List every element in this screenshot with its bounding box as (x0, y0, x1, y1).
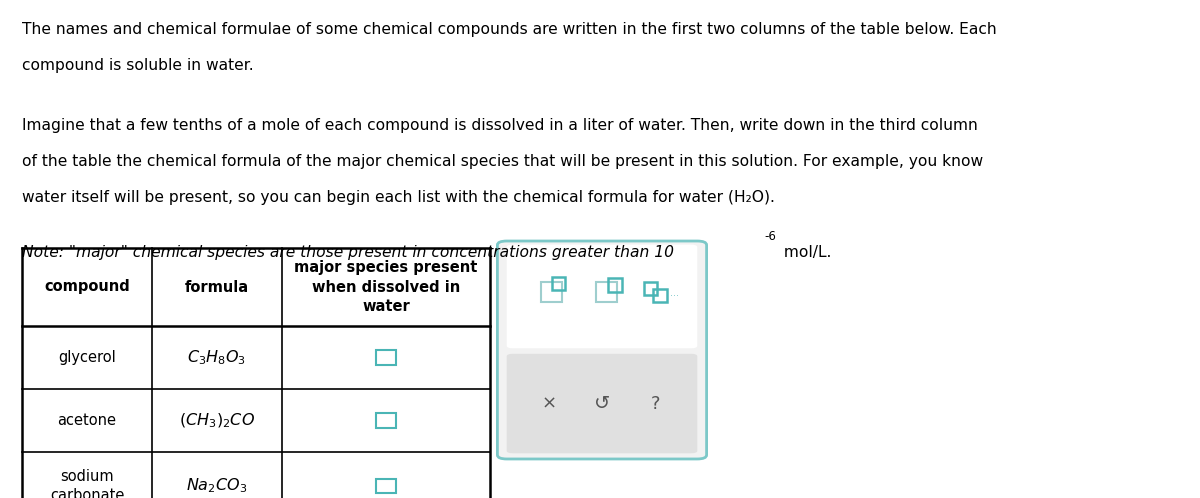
FancyBboxPatch shape (506, 354, 697, 453)
Text: ...: ... (671, 288, 679, 298)
Text: major species present
when dissolved in
water: major species present when dissolved in … (294, 260, 478, 314)
Text: of the table the chemical formula of the major chemical species that will be pre: of the table the chemical formula of the… (22, 154, 983, 169)
Text: acetone: acetone (58, 413, 116, 428)
Text: Imagine that a few tenths of a mole of each compound is dissolved in a liter of : Imagine that a few tenths of a mole of e… (22, 118, 978, 133)
Text: water itself will be present, so you can begin each list with the chemical formu: water itself will be present, so you can… (22, 190, 774, 205)
Text: $Na_2CO_3$: $Na_2CO_3$ (186, 477, 247, 496)
Text: -6: -6 (764, 230, 776, 243)
Text: $(CH_3)_2CO$: $(CH_3)_2CO$ (179, 411, 256, 430)
Text: The names and chemical formulae of some chemical compounds are written in the fi: The names and chemical formulae of some … (22, 22, 996, 37)
Text: Note: "major" chemical species are those present in concentrations greater than : Note: "major" chemical species are those… (22, 245, 673, 259)
Text: compound is soluble in water.: compound is soluble in water. (22, 58, 253, 73)
Text: mol/L.: mol/L. (779, 245, 832, 259)
Text: formula: formula (185, 279, 250, 294)
Text: ?: ? (650, 394, 660, 412)
Text: sodium
carbonate: sodium carbonate (50, 469, 124, 498)
Text: glycerol: glycerol (58, 350, 116, 365)
Text: compound: compound (44, 279, 130, 294)
Text: ×: × (541, 394, 557, 412)
FancyBboxPatch shape (506, 245, 697, 348)
Text: $C_3H_8O_3$: $C_3H_8O_3$ (187, 348, 246, 367)
FancyBboxPatch shape (498, 241, 707, 459)
Text: ↺: ↺ (594, 394, 610, 413)
